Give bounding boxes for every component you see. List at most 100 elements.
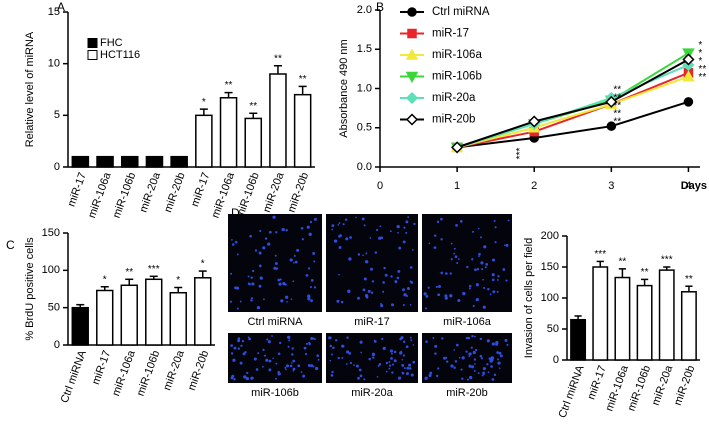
cell-dot [446,360,449,363]
cell-dot [361,217,365,221]
cell-dot [399,337,403,341]
cell-dot [440,238,443,241]
cell-dot [232,243,235,246]
point [683,97,694,107]
legend-marker [405,113,419,126]
cell-dot [484,266,487,269]
cell-dot [250,376,254,380]
cell-dot [391,352,393,355]
cell-dot [292,367,296,371]
significance: * [698,56,702,67]
cell-dot [382,346,386,351]
cell-dot [423,292,427,296]
cell-dot [466,265,469,269]
cell-dot [491,342,495,346]
cell-dot [389,230,392,233]
point [605,95,618,108]
cell-dot [281,228,285,232]
cell-dot [425,294,429,298]
cell-dot [411,249,414,251]
series-line [456,75,689,149]
cell-dot [480,357,483,360]
cell-dot [496,279,499,281]
cell-dot [385,361,389,365]
cell-dot [241,339,245,343]
significance: *** [661,255,673,266]
legend-marker [405,71,419,84]
legend-label: Ctrl miRNA [432,6,490,18]
cell-dot [474,268,477,272]
cell-dot [388,364,392,367]
cell-dot [341,356,344,359]
cell-dot [412,360,416,364]
cell-dot [275,362,278,365]
series-line [456,52,689,149]
cell-dot [348,352,352,355]
x-tick-label: miR-17 [65,171,88,208]
cell-dot [329,344,332,348]
cell-dot [471,230,474,233]
cell-dot [504,244,506,247]
cell-dot [233,378,236,381]
cell-dot [498,367,501,369]
cell-dot [273,266,277,270]
cell-dot [492,290,496,294]
cell-dot [246,371,249,374]
bar [145,155,164,168]
cell-dot [331,228,334,231]
cell-dot [482,371,485,375]
y-axis-label: Invasion of cells per field [523,238,535,358]
bar [219,97,238,168]
cell-dot [402,303,405,307]
significance: ** [613,101,621,112]
cell-dot [456,261,459,264]
x-tick-label: miR-106b [135,349,163,398]
cell-dot [479,236,483,239]
cell-dot [312,365,315,368]
cell-dot [284,366,287,369]
cell-dot [357,296,360,300]
cell-dot [401,371,405,375]
y-tick-label: 1.5 [357,43,372,55]
cell-dot [477,227,480,230]
y-axis-label: Absorbance 490 nm [338,39,350,137]
cell-dot [401,358,404,361]
cell-dot [258,251,262,255]
cell-dot [427,286,430,289]
cell-dot [333,239,338,243]
cell-dot [301,238,305,241]
cell-dot [240,344,243,347]
micrograph [228,214,322,312]
cell-dot [336,299,340,303]
cell-dot [275,262,278,265]
cell-dot [296,248,300,252]
x-tick-label: 0 [377,180,383,192]
cell-dot [468,352,472,356]
cell-dot [467,336,471,340]
cell-dot [363,277,367,281]
cell-dot [482,367,486,371]
cell-dot [396,225,400,229]
cell-dot [410,281,414,284]
cell-dot [370,291,374,294]
cell-dot [291,353,294,356]
cell-dot [331,224,335,227]
cell-dot [307,267,311,270]
cell-dot [489,359,493,363]
cell-dot [486,363,489,366]
cell-dot [341,344,345,348]
significance: * [176,275,180,286]
cell-dot [494,226,497,229]
cell-dot [251,282,255,286]
cell-dot [504,338,508,342]
cell-dot [247,282,250,285]
cell-dot [434,352,437,355]
cell-dot [251,269,255,273]
cell-dot [450,364,454,368]
cell-dot [264,237,268,240]
cell-dot [460,368,463,371]
cell-dot [407,216,410,219]
cell-dot [368,357,371,361]
cell-dot [487,371,490,373]
cell-dot [278,282,282,286]
